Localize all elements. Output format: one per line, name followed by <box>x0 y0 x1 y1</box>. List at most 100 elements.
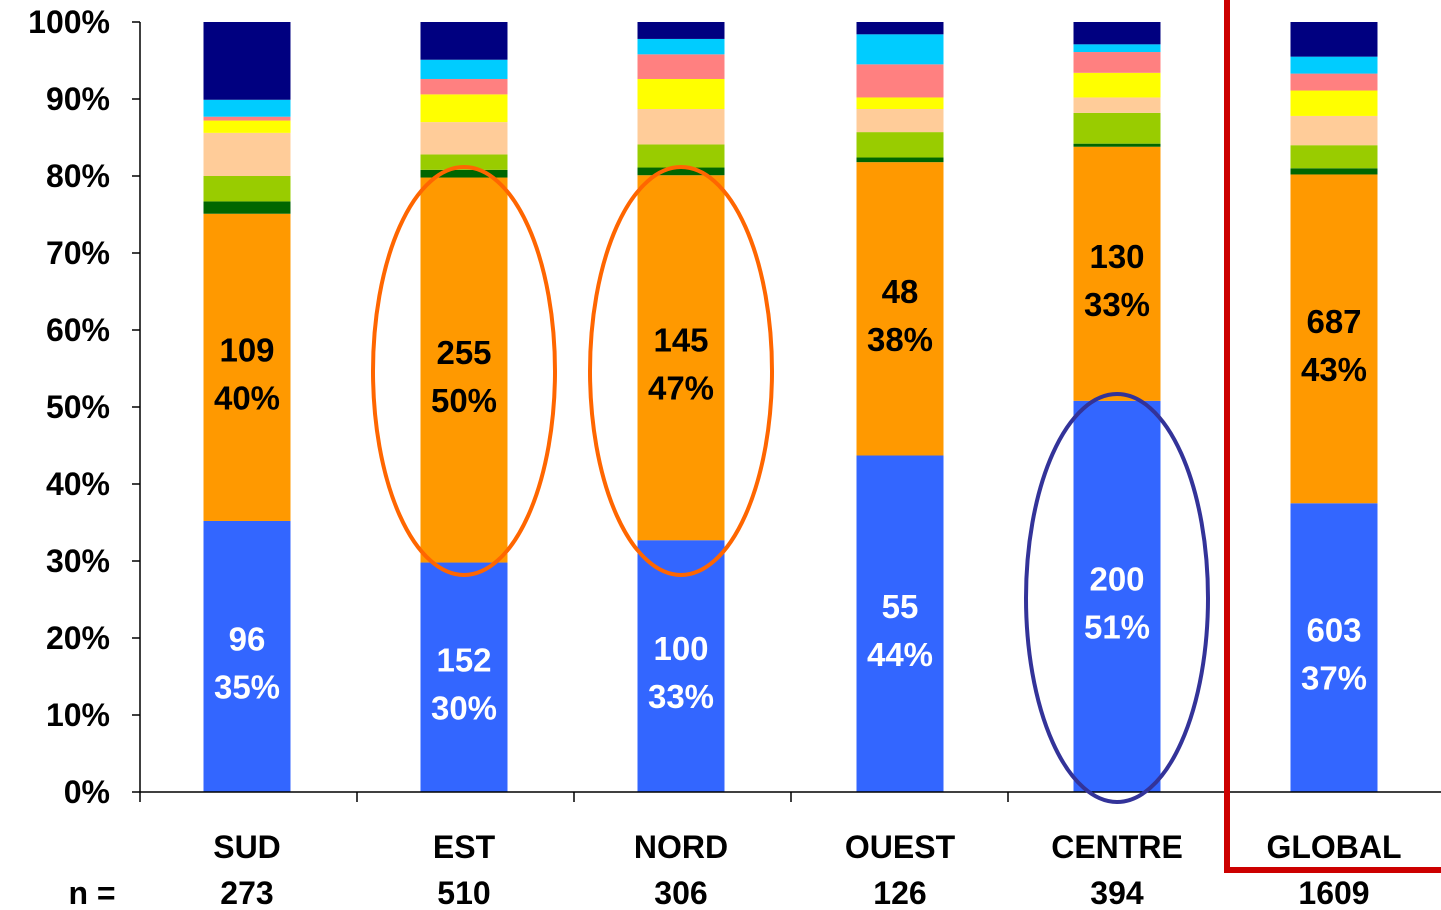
bar-segment <box>420 78 508 95</box>
bar-segment <box>1073 146 1161 401</box>
global-highlight-bracket <box>1224 0 1441 873</box>
bar-segment <box>420 177 508 563</box>
n-value-label: 510 <box>437 875 490 910</box>
bar-segment <box>203 116 291 121</box>
segment-count-label: 200 <box>1089 560 1144 597</box>
n-value-label: 1609 <box>1298 875 1369 910</box>
segment-count-label: 145 <box>653 322 708 359</box>
y-tick-label: 10% <box>46 697 110 733</box>
bar-segment <box>637 175 725 541</box>
n-value-label: 394 <box>1090 875 1144 910</box>
y-tick-label: 90% <box>46 81 110 117</box>
bar-segment <box>1290 90 1378 116</box>
bar-segment <box>1073 72 1161 98</box>
bar-segment <box>420 154 508 170</box>
bar-segment <box>1073 400 1161 792</box>
bar-segment <box>856 64 944 98</box>
segment-percent-label: 51% <box>1084 608 1150 645</box>
segment-percent-label: 40% <box>214 379 280 416</box>
segment-percent-label: 50% <box>431 382 497 419</box>
bar-segment <box>856 132 944 158</box>
segment-percent-label: 38% <box>867 321 933 358</box>
segment-percent-label: 43% <box>1301 351 1367 388</box>
segment-percent-label: 37% <box>1301 660 1367 697</box>
segment-percent-label: 33% <box>648 678 714 715</box>
bar-segment <box>203 213 291 521</box>
segment-count-label: 130 <box>1089 238 1144 275</box>
n-value-label: 273 <box>220 875 273 910</box>
n-value-label: 306 <box>654 875 707 910</box>
bar-segment <box>1290 73 1378 91</box>
plot-area: 96 35% 109 40% 152 30% 255 50% 100 33% 145 47% 55 44%… <box>203 22 1378 792</box>
bar-segment <box>1290 56 1378 74</box>
bar-segment <box>856 455 944 792</box>
highlight-ellipse-centre <box>1024 392 1210 804</box>
bar-segment <box>637 144 725 168</box>
y-tick-label: 80% <box>46 158 110 194</box>
category-label: NORD <box>634 829 728 865</box>
bar-segment <box>203 201 291 214</box>
bar-segment <box>1073 22 1161 45</box>
segment-count-label: 96 <box>229 620 266 657</box>
bar-segment <box>856 162 944 456</box>
bar-segment <box>203 520 291 792</box>
bar-segment <box>420 94 508 123</box>
y-tick-label: 100% <box>28 4 110 40</box>
segment-count-label: 55 <box>882 588 919 625</box>
segment-count-label: 100 <box>653 630 708 667</box>
segment-count-label: 255 <box>436 334 491 371</box>
bar-segment <box>1073 97 1161 113</box>
bar-segment <box>1290 22 1378 57</box>
bar-segment <box>637 167 725 176</box>
highlight-ellipse-est <box>371 165 557 577</box>
bar-segment <box>420 562 508 792</box>
segment-count-label: 109 <box>219 331 274 368</box>
bar-segment <box>637 22 725 39</box>
segment-count-label: 687 <box>1306 303 1361 340</box>
category-label: CENTRE <box>1051 829 1183 865</box>
bar-segment <box>203 176 291 202</box>
bar-segment <box>856 34 944 65</box>
segment-count-label: 152 <box>436 641 491 678</box>
bar-segment <box>856 109 944 133</box>
bar-segment <box>1073 112 1161 144</box>
segment-percent-label: 47% <box>648 370 714 407</box>
y-tick-label: 70% <box>46 235 110 271</box>
y-tick-label: 30% <box>46 543 110 579</box>
annotations <box>371 0 1441 873</box>
category-label: GLOBAL <box>1266 829 1401 865</box>
bar-segment <box>856 97 944 110</box>
n-value-label: 126 <box>873 875 926 910</box>
bar-segment <box>637 109 725 145</box>
y-tick-label: 50% <box>46 389 110 425</box>
segment-percent-label: 44% <box>867 636 933 673</box>
bar-segment <box>1290 174 1378 504</box>
bar-segment <box>420 169 508 178</box>
bar-segment <box>856 22 944 35</box>
segment-count-label: 603 <box>1306 612 1361 649</box>
bar-segment <box>1073 52 1161 73</box>
category-label: EST <box>433 829 496 865</box>
y-tick-label: 20% <box>46 620 110 656</box>
bar-segment <box>637 38 725 55</box>
highlight-ellipse-nord <box>588 165 774 577</box>
segment-count-label: 48 <box>882 273 919 310</box>
bar-segment <box>203 120 291 133</box>
bar-segment <box>1073 44 1161 53</box>
bar-segment <box>637 78 725 110</box>
bar-segment <box>1290 503 1378 792</box>
segment-percent-label: 30% <box>431 689 497 726</box>
bar-segment <box>1290 115 1378 146</box>
bar-segment <box>856 157 944 163</box>
y-tick-label: 60% <box>46 312 110 348</box>
y-axis: 0% 10% 20% 30% 40% 50% 60% 70% 80% 90% 100% <box>28 4 141 810</box>
bar-segment <box>1290 168 1378 175</box>
bar-segment <box>637 54 725 79</box>
category-label: OUEST <box>845 829 956 865</box>
bar-segment <box>420 22 508 60</box>
bar-segment <box>420 59 508 79</box>
bar-segment <box>1073 143 1161 147</box>
category-label: SUD <box>213 829 281 865</box>
bar-segment <box>203 22 291 100</box>
